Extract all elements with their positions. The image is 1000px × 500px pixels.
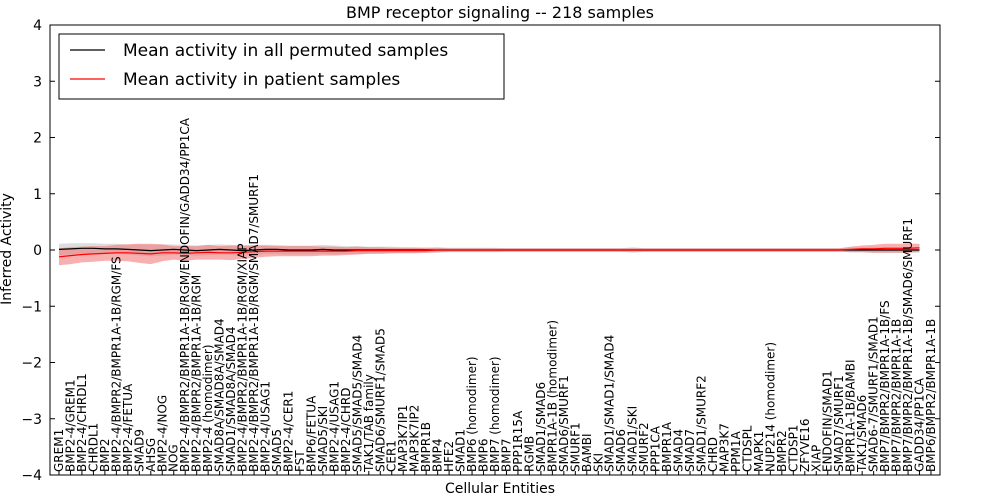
entity-label: BMPR2 (775, 430, 789, 472)
entity-label: SMAD1/SMAD8A/SMAD4 (224, 327, 238, 472)
entity-label: BMPR1B (419, 422, 433, 472)
entity-label: CHRD (706, 437, 720, 472)
entity-label: BMP2-4/BMPR2/BMPR1A-1B/RGM/FS (109, 256, 123, 472)
entity-label: SKI (591, 453, 605, 472)
entity-label: BMP2-4/USAG1 (259, 381, 273, 472)
entity-label: MAP3K7 (718, 423, 732, 472)
x-axis-entity-labels: GREM1BMP2-4/GREM1BMP2-4/CHRDL1CHRDL1BMP2… (52, 117, 938, 475)
entity-label: GADD34/PP1CA (913, 377, 927, 472)
entity-label: BAMBI (580, 433, 594, 472)
entity-label: SMAD7 (683, 429, 697, 472)
entity-label: SMAD6/SMURF1 (557, 375, 571, 472)
entity-label: TAK1/SMAD6 (855, 395, 869, 473)
entity-label: BMP2-4/USAG1 (327, 381, 341, 472)
line-patient (58, 247, 920, 258)
y-tick-label: 3 (33, 74, 42, 90)
entity-label: BMP2-4/CER1 (282, 391, 296, 472)
entity-label: FST (293, 450, 307, 472)
entity-label: SMAD9 (132, 429, 146, 472)
entity-label: BMP2-4/FETUA (121, 383, 135, 472)
entity-label: BMP2-4/CHRD (339, 388, 353, 472)
entity-label: SMAD1/SKI (626, 406, 640, 472)
y-axis-ticks: 4 3 2 1 0 −1 −2 −3 −4 (21, 18, 940, 484)
x-axis-title: Cellular Entities (445, 481, 555, 497)
entity-label: SMAD1 (454, 429, 468, 472)
entity-label: ZFYVE16 (798, 418, 812, 472)
entity-label: TAK1/TAB family (362, 374, 376, 473)
entity-label: NUP214 (homodimer) (763, 342, 777, 472)
entity-label: BMP6 (homodimer) (465, 356, 479, 472)
entity-label: SMAD4 (672, 429, 686, 472)
entity-label: XIAP (809, 445, 823, 472)
entity-label: SMAD6 (614, 429, 628, 472)
entity-label: CTDSP1 (786, 425, 800, 472)
entity-label: BMPR1A (660, 421, 674, 472)
entity-label: BMP2-4/BMPR2/BMPR1A-1B/RGM/ENDOFIN/GADD3… (178, 117, 192, 472)
entity-label: CHRDL1 (86, 423, 100, 472)
entity-label: BMPR1A-1B/BAMBI (844, 359, 858, 472)
entity-label: BMP6/BMPR2/BMPR1A-1B (924, 319, 938, 472)
y-tick-label: −1 (21, 299, 42, 315)
entity-label: BMP4 (431, 439, 445, 472)
entity-label: GREM1 (52, 429, 66, 472)
entity-label: MAPK1 (752, 431, 766, 472)
entity-label: BMP2-4/NOG (155, 395, 169, 472)
entity-label: BMP2-4 (homodimer) (201, 344, 215, 472)
legend-box (58, 33, 505, 100)
entity-label: SMAD8A/SMAD8A/SMAD4 (213, 318, 227, 472)
entity-label: CER1 (385, 440, 399, 472)
entity-label: SMAD1/SMAD1/SMAD4 (603, 335, 617, 472)
y-tick-label: −2 (21, 356, 42, 372)
entity-label: BMP2-4/BMPR2/BMPR1A-1B/RGM/SMAD7/SMURF1 (247, 174, 261, 472)
entity-label: BMP6/FETUA (304, 395, 318, 472)
entity-label: SMAD6/SMURF1/SMAD5 (373, 328, 387, 472)
entity-label: PPP1CA (649, 425, 663, 472)
entity-label: SMAD1/SMURF2 (695, 375, 709, 472)
chart-title: BMP receptor signaling -- 218 samples (346, 3, 654, 22)
series-lines (58, 247, 920, 258)
entity-label: PPP1R15A (511, 410, 525, 472)
entity-label: BMP2-4/CHRDL1 (75, 373, 89, 472)
y-tick-label: −3 (21, 412, 42, 428)
entity-label: BMP7/BMPR2/BMPR1A-1B/FS (878, 300, 892, 472)
y-tick-label: 1 (33, 187, 42, 203)
entity-label: BMP6 (477, 439, 491, 472)
legend: Mean activity in all permuted samples Me… (58, 33, 505, 100)
entity-label: ENDOFIN/SMAD1 (821, 370, 835, 472)
y-tick-label: 0 (33, 243, 42, 259)
entity-label: BMP2-4/BMPR2/BMPR1A-1B/RGM/XIAP (236, 243, 250, 472)
legend-label-patient: Mean activity in patient samples (123, 70, 400, 90)
entity-label: BMP7 (500, 439, 514, 472)
plot-frame (49, 24, 941, 476)
y-tick-label: −4 (21, 468, 42, 484)
y-axis-title: Inferred Activity (0, 193, 15, 305)
entity-label: SMURF2 (637, 422, 651, 472)
entity-label: SMURF1 (568, 422, 582, 472)
entity-label: BMP7/BMPR2/BMPR1A-1B/SMAD6/SMURF1 (901, 218, 915, 472)
entity-label: MAP3K7IP1 (396, 405, 410, 472)
entity-label: SMAD5 (270, 429, 284, 472)
entity-label: BMP2-4/GREM1 (64, 379, 78, 472)
entity-label: NOG (167, 444, 181, 472)
entity-label: CTDSPL (740, 425, 754, 472)
entity-label: SMAD5/SKI (316, 406, 330, 472)
entity-label: SMAD6-7/SMURF1/SMAD1 (867, 316, 881, 472)
entity-label: BMP7/BMPR2/BMPR1A-1B (890, 319, 904, 472)
entity-label: PPM1A (729, 431, 743, 472)
legend-label-permuted: Mean activity in all permuted samples (123, 41, 448, 61)
entity-label: AHSG (144, 438, 158, 472)
y-tick-label: 2 (33, 131, 42, 147)
entity-label: BMP2-4/BMPR2/BMPR1A-1B/RGM (190, 275, 204, 472)
entity-label: RGMB (522, 436, 536, 472)
entity-label: HFE2 (442, 441, 456, 472)
entity-label: SMAD1/SMAD6 (534, 382, 548, 472)
entity-label: SMAD7/SMURF1 (832, 375, 846, 472)
entity-label: BMPR1A-1B (homodimer) (545, 320, 559, 472)
entity-label: BMP7 (homodimer) (488, 356, 502, 472)
y-tick-label: 4 (33, 18, 42, 34)
entity-label: SMAD5/SMAD5/SMAD4 (350, 335, 364, 472)
entity-label: BMP2 (98, 439, 112, 472)
entity-label: MAP3K7IP2 (408, 405, 422, 472)
